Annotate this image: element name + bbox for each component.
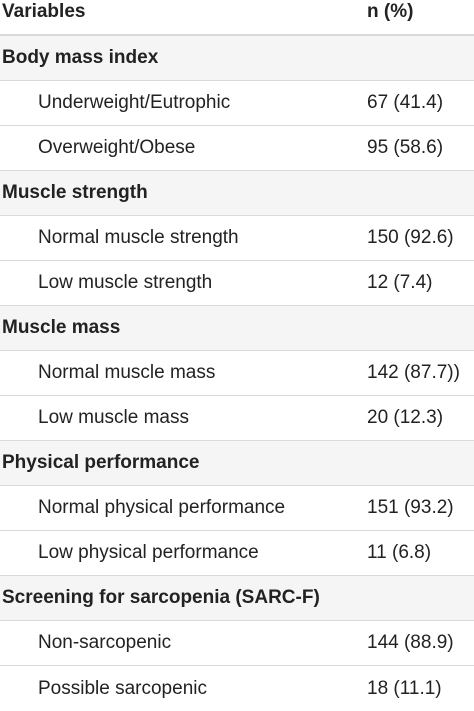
row-value: 67 (41.4) <box>367 92 444 113</box>
row-value: 142 (87.7)) <box>367 362 460 383</box>
section-title: Muscle strength <box>2 182 148 203</box>
row-label: Overweight/Obese <box>38 137 196 158</box>
row-label: Normal muscle strength <box>38 227 239 248</box>
header-variables: Variables <box>2 1 86 22</box>
section-title: Body mass index <box>2 47 159 68</box>
row-value: 95 (58.6) <box>367 137 444 158</box>
header-n-percent: n (%) <box>367 1 414 22</box>
section-row-muscle-mass: Muscle mass <box>0 306 474 351</box>
table-row: Low muscle strength 12 (7.4) <box>0 261 474 306</box>
table-row: Overweight/Obese 95 (58.6) <box>0 126 474 171</box>
section-title: Screening for sarcopenia (SARC-F) <box>2 587 320 608</box>
row-label: Possible sarcopenic <box>38 677 207 699</box>
row-value: 11 (6.8) <box>367 542 432 563</box>
table-row: Underweight/Eutrophic 67 (41.4) <box>0 81 474 126</box>
table-row: Possible sarcopenic 18 (11.1) <box>0 666 474 711</box>
table-row: Non-sarcopenic 144 (88.9) <box>0 621 474 666</box>
table-row: Low physical performance 11 (6.8) <box>0 531 474 576</box>
row-label: Underweight/Eutrophic <box>38 92 231 113</box>
table-row: Normal physical performance 151 (93.2) <box>0 486 474 531</box>
section-row-physical-performance: Physical performance <box>0 441 474 486</box>
row-label: Normal physical performance <box>38 497 286 518</box>
row-label: Low muscle strength <box>38 272 213 293</box>
section-row-muscle-strength: Muscle strength <box>0 171 474 216</box>
row-label: Non-sarcopenic <box>38 632 172 653</box>
table-row: Normal muscle strength 150 (92.6) <box>0 216 474 261</box>
table-row: Low muscle mass 20 (12.3) <box>0 396 474 441</box>
row-value: 150 (92.6) <box>367 227 454 248</box>
table-row: Normal muscle mass 142 (87.7)) <box>0 351 474 396</box>
row-value: 151 (93.2) <box>367 497 454 518</box>
section-title: Muscle mass <box>2 317 121 338</box>
row-label: Normal muscle mass <box>38 362 216 383</box>
row-value: 18 (11.1) <box>367 677 442 699</box>
section-title: Physical performance <box>2 452 200 473</box>
row-label: Low muscle mass <box>38 407 189 428</box>
table-header-row: Variables n (%) <box>0 0 474 36</box>
row-value: 144 (88.9) <box>367 632 454 653</box>
section-row-sarc-f-screening: Screening for sarcopenia (SARC-F) <box>0 576 474 621</box>
row-value: 20 (12.3) <box>367 407 444 428</box>
row-value: 12 (7.4) <box>367 272 433 293</box>
section-row-body-mass-index: Body mass index <box>0 36 474 81</box>
row-label: Low physical performance <box>38 542 259 563</box>
